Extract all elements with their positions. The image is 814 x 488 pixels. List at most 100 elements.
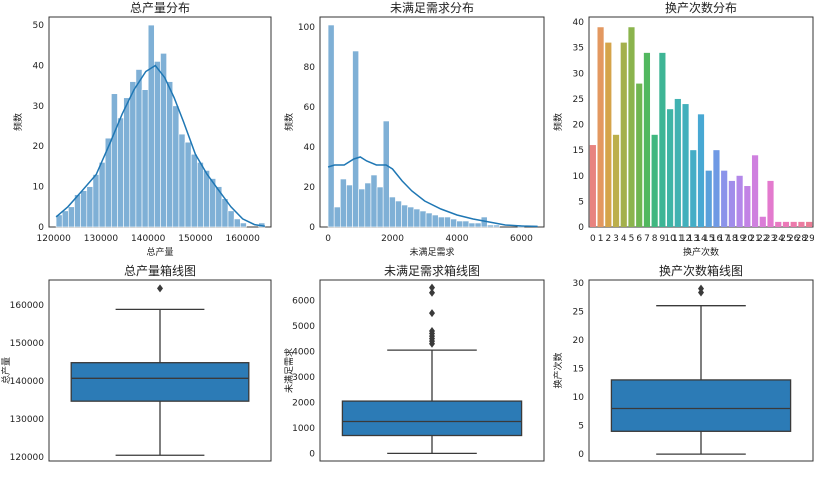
histogram-bar <box>437 216 445 228</box>
outlier-marker <box>698 284 704 293</box>
histogram-bar <box>376 186 384 228</box>
histogram-bar <box>358 188 366 228</box>
x-axis-label: 未满足需求 <box>409 246 454 258</box>
x-tick-label: 22 <box>757 234 768 244</box>
histogram-bar <box>178 133 186 228</box>
category-bar <box>667 109 674 227</box>
x-tick-label: 7 <box>644 234 650 244</box>
histogram-bar <box>203 170 210 228</box>
panel-changeover-count-boxplot: 换产次数箱线图 换产次数 0 5 10 15 20 25 30 <box>552 263 814 462</box>
kde-curve <box>55 64 266 227</box>
iqr-box <box>610 379 792 432</box>
histogram-bar <box>388 196 396 228</box>
panel-total-output-histogram: 总产量分布 总产量 频数 0 10 20 30 40 50 120000 130000 1400… <box>12 1 272 258</box>
y-axis-label: 频数 <box>12 113 24 131</box>
histogram-bar <box>333 206 341 228</box>
y-tick-label: 0 <box>578 450 584 460</box>
x-tick-label: 21 <box>749 234 760 244</box>
y-axis-label: 频数 <box>283 113 295 131</box>
category-bar <box>751 155 759 227</box>
histogram-bar <box>98 162 106 228</box>
histogram-bar <box>221 198 229 228</box>
x-tick-label: 4000 <box>446 234 469 244</box>
histogram-bar <box>74 194 81 228</box>
histogram-bar <box>80 190 88 228</box>
category-bar <box>651 134 658 227</box>
histogram-bar <box>382 120 390 228</box>
y-tick-label: 20 <box>33 142 45 152</box>
histogram-bar <box>154 61 161 228</box>
histogram-bar <box>86 186 94 228</box>
category-bar <box>728 180 735 227</box>
y-tick-label: 40 <box>573 18 585 28</box>
x-tick-label: 0 <box>590 234 596 244</box>
x-tick-label: 6000 <box>510 234 533 244</box>
y-tick-label: 20 <box>573 336 585 346</box>
y-tick-label: 30 <box>573 69 585 79</box>
x-tick-label: 13 <box>688 234 699 244</box>
category-bar <box>705 170 712 227</box>
y-tick-label: 5000 <box>292 322 315 332</box>
panel-unmet-demand-histogram: 未满足需求分布 未满足需求 频数 0 20 40 60 80 100 0 2000 4000 60… <box>283 1 545 258</box>
category-bar <box>782 221 790 227</box>
y-tick-label: 10 <box>573 393 585 403</box>
category-bar <box>682 104 689 227</box>
y-tick-label: 25 <box>573 95 584 105</box>
y-tick-label: 0 <box>309 449 315 459</box>
x-tick-label: 29 <box>803 234 814 244</box>
histogram-bar <box>68 206 75 228</box>
histogram-bar <box>493 224 500 228</box>
y-tick-label: 60 <box>304 103 316 113</box>
category-bar <box>636 83 643 228</box>
x-tick-label: 10 <box>664 234 676 244</box>
chart-title: 总产量分布 <box>130 1 190 15</box>
y-tick-label: 35 <box>573 44 584 54</box>
category-bar <box>790 221 797 227</box>
histogram-bar <box>425 212 433 228</box>
x-tick-label: 18 <box>726 234 738 244</box>
y-tick-label: 40 <box>304 143 316 153</box>
outlier-marker <box>429 326 435 335</box>
histogram-bar <box>184 141 192 228</box>
histogram-bar <box>227 210 235 228</box>
y-tick-label: 6000 <box>292 296 315 306</box>
histogram-bar <box>123 97 131 228</box>
x-tick-label: 8 <box>652 234 658 244</box>
y-tick-label: 10 <box>33 183 45 193</box>
y-tick-label: 150000 <box>10 339 45 349</box>
y-tick-label: 5 <box>578 422 584 432</box>
x-tick-label: 3 <box>613 234 619 244</box>
category-bar <box>589 145 596 227</box>
histogram-bar <box>352 50 359 228</box>
histogram-bar <box>147 24 155 228</box>
x-axis-label: 换产次数 <box>683 246 719 258</box>
x-tick-label: 19 <box>734 234 746 244</box>
category-bar <box>612 134 620 227</box>
histogram-bar <box>413 208 421 228</box>
y-tick-label: 80 <box>304 63 316 73</box>
chart-title: 未满足需求分布 <box>390 1 474 15</box>
histogram-bar <box>444 216 451 228</box>
histogram-bar <box>117 117 124 228</box>
x-tick-label: 0 <box>325 234 331 244</box>
x-tick-label: 6 <box>636 234 642 244</box>
category-bar <box>643 52 651 228</box>
category-bar <box>674 98 681 227</box>
y-tick-label: 3000 <box>292 373 315 383</box>
outlier-marker <box>429 309 435 318</box>
y-tick-label: 130000 <box>10 415 45 425</box>
category-bar <box>697 114 705 227</box>
histogram-bar <box>172 105 180 228</box>
category-bar <box>659 52 666 228</box>
category-bar <box>775 221 782 227</box>
chart-title: 换产次数分布 <box>665 0 737 15</box>
iqr-box <box>341 400 523 437</box>
histogram-bar <box>61 210 69 228</box>
y-tick-label: 50 <box>33 21 45 31</box>
y-tick-label: 20 <box>304 183 316 193</box>
plot-frame <box>48 279 272 462</box>
category-bar <box>597 27 604 228</box>
category-bar <box>744 186 751 227</box>
x-tick-label: 5 <box>629 234 635 244</box>
y-tick-label: 0 <box>578 223 584 233</box>
